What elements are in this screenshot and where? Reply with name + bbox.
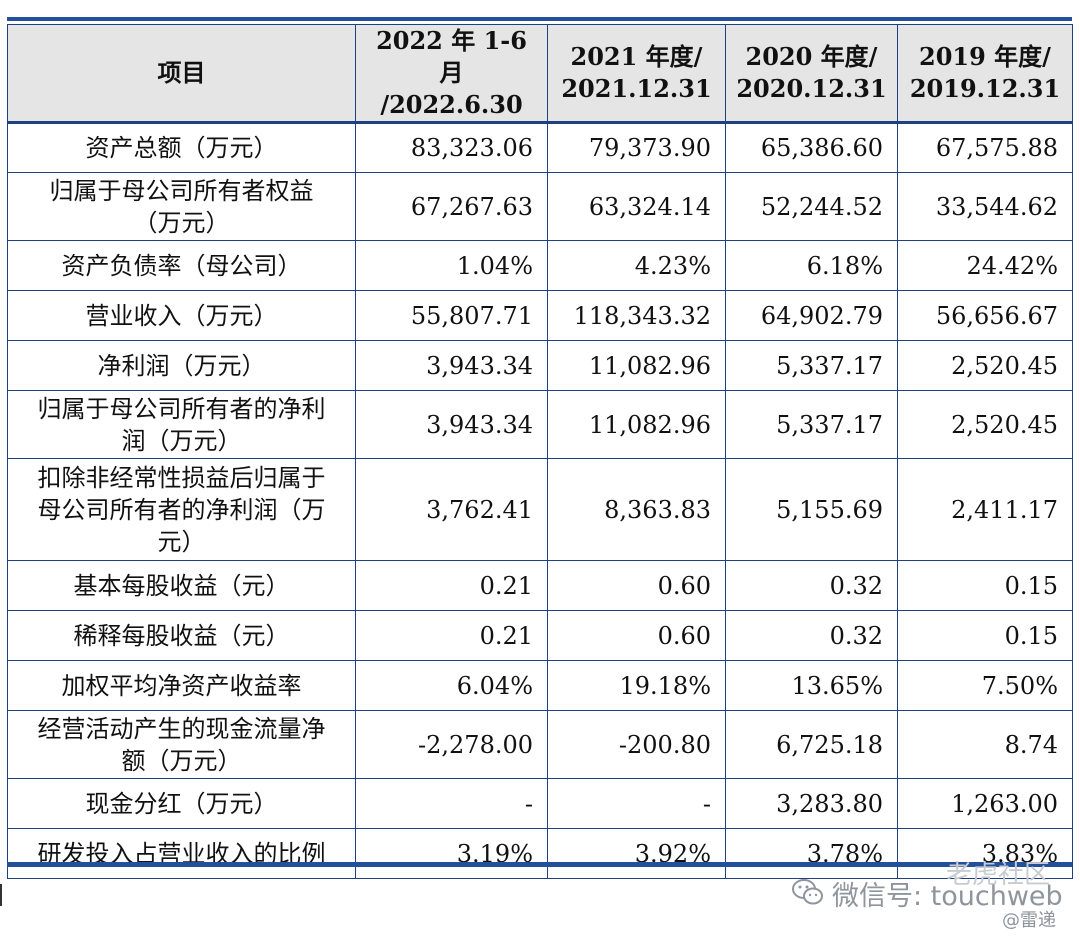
- header-2019: 2019 年度/ 2019.12.31: [897, 24, 1073, 124]
- row-value: 83,323.06: [355, 122, 548, 173]
- row-value: 3,943.34: [355, 340, 548, 391]
- row-value: 2,520.45: [897, 390, 1073, 459]
- table-top-rule: [7, 17, 1072, 21]
- row-label: 稀释每股收益（元）: [7, 610, 356, 661]
- table-row: 扣除非经常性损益后归属于 母公司所有者的净利润（万 元） 3,762.41 8,36…: [7, 458, 1073, 561]
- row-label: 研发投入占营业收入的比例: [7, 828, 356, 879]
- left-edge-mark: [0, 884, 2, 906]
- wechat-icon: [792, 879, 823, 905]
- row-value: 33,544.62: [897, 172, 1073, 241]
- header-2022h1: 2022 年 1-6 月 /2022.6.30: [355, 24, 548, 124]
- row-value: 8,363.83: [547, 458, 726, 561]
- row-value: 0.60: [547, 610, 726, 661]
- row-value: 0.15: [897, 560, 1073, 611]
- row-value: 79,373.90: [547, 122, 726, 173]
- row-value: 0.60: [547, 560, 726, 611]
- row-label: 营业收入（万元）: [7, 290, 356, 341]
- row-value: 19.18%: [547, 660, 726, 711]
- row-value: 0.21: [355, 610, 548, 661]
- row-value: 3.78%: [725, 828, 898, 879]
- row-value: 24.42%: [897, 240, 1073, 291]
- row-label: 扣除非经常性损益后归属于 母公司所有者的净利润（万 元）: [7, 458, 356, 561]
- row-value: 3.19%: [355, 828, 548, 879]
- row-value: 11,082.96: [547, 340, 726, 391]
- row-value: 6.04%: [355, 660, 548, 711]
- row-value: 6.18%: [725, 240, 898, 291]
- watermark-main: 微信号: touchweb: [832, 881, 1063, 912]
- row-value: -: [547, 778, 726, 829]
- row-value: 63,324.14: [547, 172, 726, 241]
- row-value: 8.74: [897, 710, 1073, 779]
- table-bottom-rule: [7, 862, 1072, 867]
- table-row: 加权平均净资产收益率 6.04% 19.18% 13.65% 7.50%: [7, 660, 1073, 711]
- table-row: 经营活动产生的现金流量净 额（万元） -2,278.00 -200.80 6,725.…: [7, 710, 1073, 779]
- row-label: 加权平均净资产收益率: [7, 660, 356, 711]
- table-row: 稀释每股收益（元） 0.21 0.60 0.32 0.15: [7, 610, 1073, 661]
- row-value: 52,244.52: [725, 172, 898, 241]
- row-value: 2,411.17: [897, 458, 1073, 561]
- row-value: 55,807.71: [355, 290, 548, 341]
- row-value: 5,337.17: [725, 340, 898, 391]
- row-value: 2,520.45: [897, 340, 1073, 391]
- row-value: 0.32: [725, 560, 898, 611]
- row-value: 3,283.80: [725, 778, 898, 829]
- row-label: 基本每股收益（元）: [7, 560, 356, 611]
- table-header-row: 项目 2022 年 1-6 月 /2022.6.30 2021 年度/ 2021…: [7, 24, 1073, 124]
- row-value: 11,082.96: [547, 390, 726, 459]
- table-row: 营业收入（万元） 55,807.71 118,343.32 64,902.79 56,6…: [7, 290, 1073, 341]
- row-label: 资产负债率（母公司）: [7, 240, 356, 291]
- row-value: 64,902.79: [725, 290, 898, 341]
- row-value: 67,575.88: [897, 122, 1073, 173]
- table-row: 资产负债率（母公司） 1.04% 4.23% 6.18% 24.42%: [7, 240, 1073, 291]
- watermark: 老虎社区 微信号: touchweb @雷递: [790, 850, 1080, 931]
- row-value: 4.23%: [547, 240, 726, 291]
- row-value: 3,943.34: [355, 390, 548, 459]
- row-value: -2,278.00: [355, 710, 548, 779]
- row-label: 归属于母公司所有者的净利 润（万元）: [7, 390, 356, 459]
- table-row: 现金分红（万元） - -3,283.80 1,263.00: [7, 778, 1073, 829]
- row-value: 3.92%: [547, 828, 726, 879]
- row-value: -200.80: [547, 710, 726, 779]
- row-label: 现金分红（万元）: [7, 778, 356, 829]
- row-label: 资产总额（万元）: [7, 122, 356, 173]
- row-value: 0.32: [725, 610, 898, 661]
- table-row: 归属于母公司所有者的净利 润（万元） 3,943.34 11,082.96 5,337…: [7, 390, 1073, 459]
- watermark-sub: @雷递: [1002, 910, 1056, 931]
- row-value: 13.65%: [725, 660, 898, 711]
- row-value: -: [355, 778, 548, 829]
- row-value: 0.15: [897, 610, 1073, 661]
- row-value: 5,337.17: [725, 390, 898, 459]
- row-value: 3,762.41: [355, 458, 548, 561]
- row-value: 7.50%: [897, 660, 1073, 711]
- table-row: 净利润（万元） 3,943.34 11,082.96 5,337.17 2,520.45: [7, 340, 1073, 391]
- table-row: 基本每股收益（元） 0.21 0.60 0.32 0.15: [7, 560, 1073, 611]
- financial-table: 项目 2022 年 1-6 月 /2022.6.30 2021 年度/ 2021…: [7, 24, 1073, 879]
- row-label: 净利润（万元）: [7, 340, 356, 391]
- row-value: 6,725.18: [725, 710, 898, 779]
- row-value: 65,386.60: [725, 122, 898, 173]
- watermark-title: 老虎社区: [946, 860, 1051, 890]
- row-value: 56,656.67: [897, 290, 1073, 341]
- row-value: 1.04%: [355, 240, 548, 291]
- row-value: 0.21: [355, 560, 548, 611]
- row-value: 3.83%: [897, 828, 1073, 879]
- header-item: 项目: [7, 24, 356, 124]
- row-value: 67,267.63: [355, 172, 548, 241]
- row-value: 5,155.69: [725, 458, 898, 561]
- row-label: 经营活动产生的现金流量净 额（万元）: [7, 710, 356, 779]
- row-value: 118,343.32: [547, 290, 726, 341]
- row-value: 1,263.00: [897, 778, 1073, 829]
- table-row: 资产总额（万元） 83,323.06 79,373.90 65,386.60 67,57…: [7, 122, 1073, 173]
- header-2021: 2021 年度/ 2021.12.31: [547, 24, 726, 124]
- header-2020: 2020 年度/ 2020.12.31: [725, 24, 898, 124]
- row-label: 归属于母公司所有者权益 （万元）: [7, 172, 356, 241]
- table-row: 归属于母公司所有者权益 （万元） 67,267.63 63,324.14 52,244…: [7, 172, 1073, 241]
